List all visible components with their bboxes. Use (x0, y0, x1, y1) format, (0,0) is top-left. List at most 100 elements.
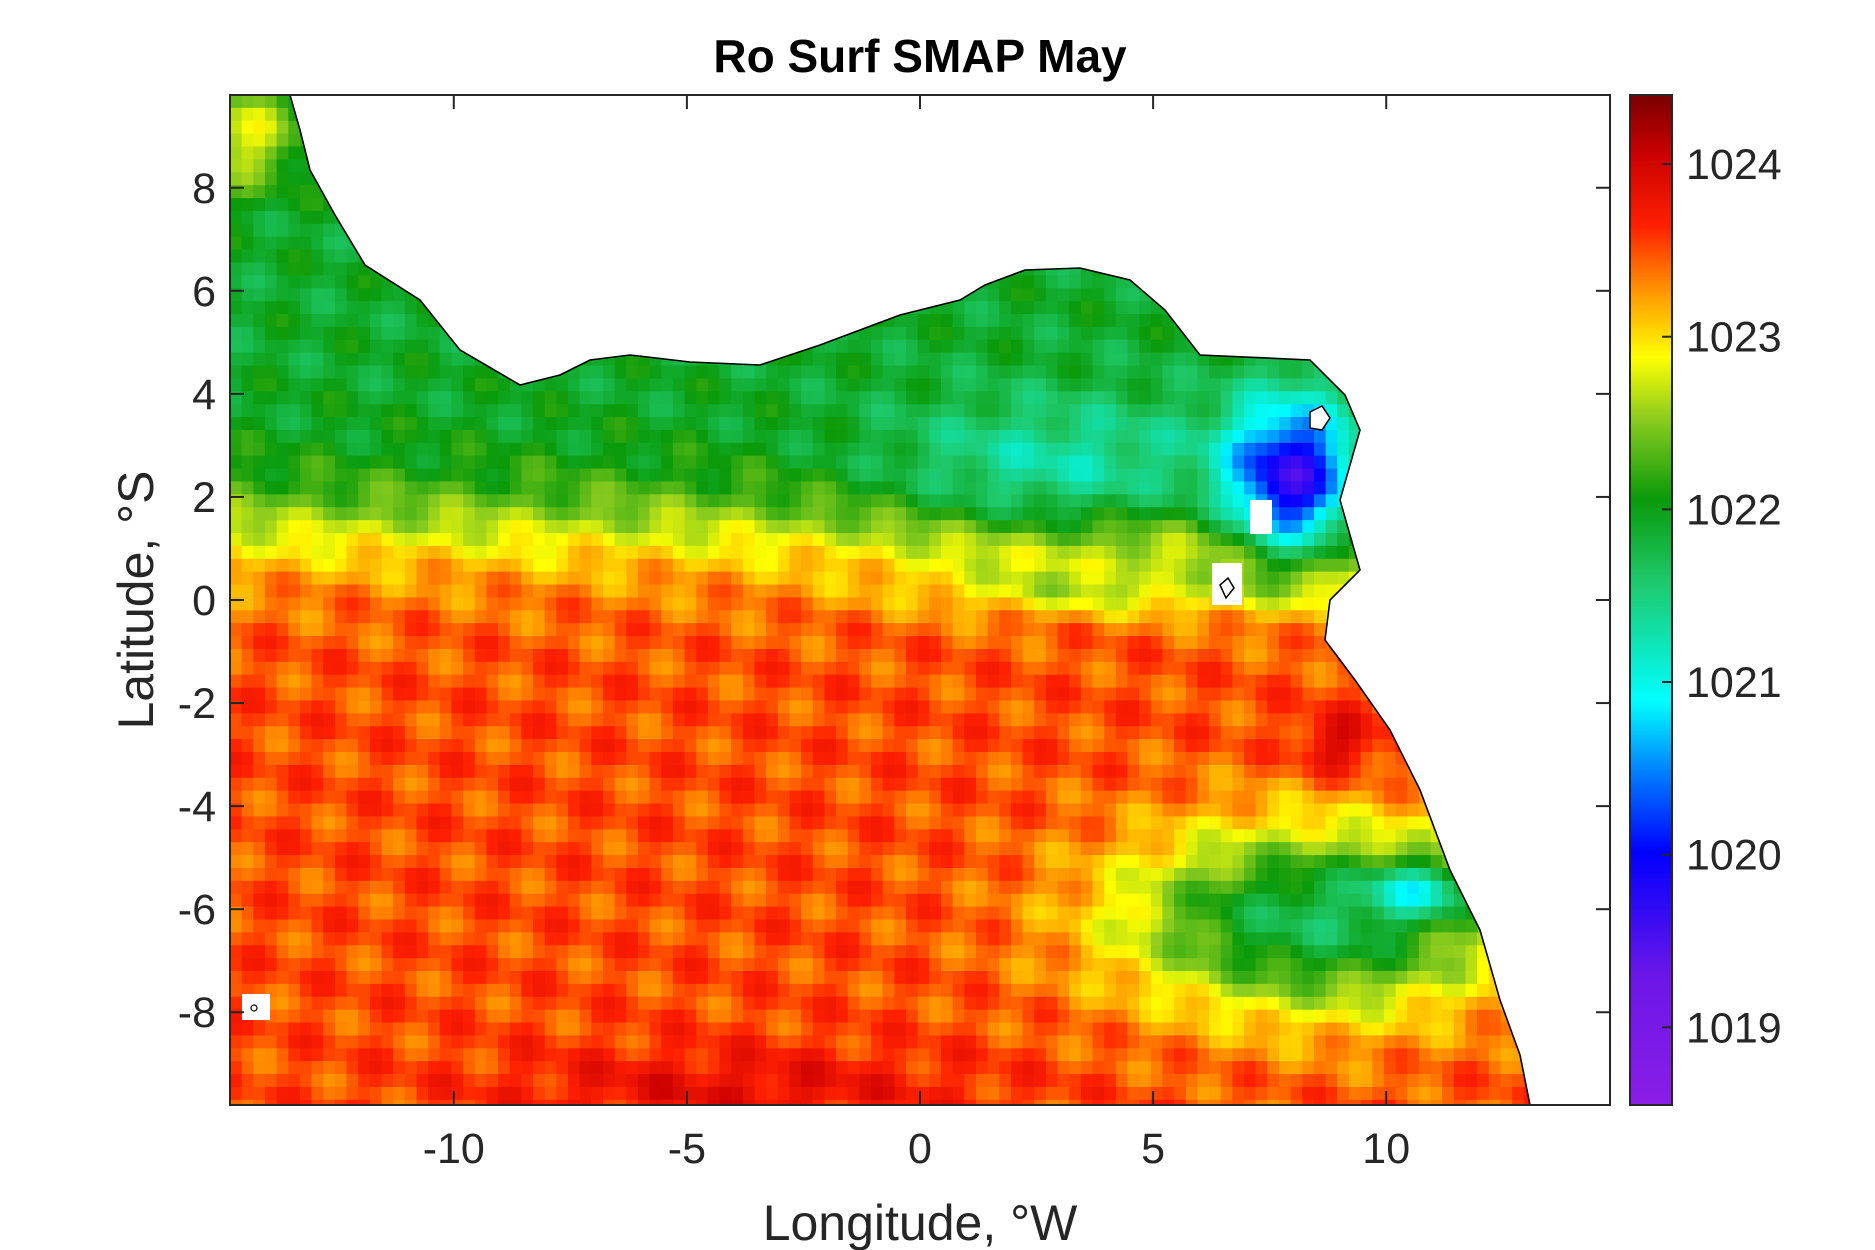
heatmap-cell (1104, 597, 1117, 611)
heatmap-cell (1313, 520, 1327, 534)
heatmap-cell (299, 507, 313, 521)
heatmap-cell (975, 623, 989, 637)
heatmap-cell (1010, 288, 1024, 302)
heatmap-cell (731, 429, 744, 444)
heatmap-cell (404, 429, 418, 444)
heatmap-cell (323, 288, 336, 302)
heatmap-cell (766, 455, 779, 470)
heatmap-cell (661, 571, 674, 586)
heatmap-cell (987, 429, 1000, 444)
heatmap-cell (521, 417, 534, 431)
heatmap-cell (241, 520, 254, 534)
heatmap-cell (346, 262, 359, 276)
heatmap-cell (906, 558, 919, 573)
heatmap-cell (404, 520, 418, 534)
heatmap-cell (614, 597, 627, 611)
heatmap-cell (416, 365, 429, 380)
heatmap-cell (439, 404, 453, 418)
heatmap-cell (1069, 365, 1082, 380)
heatmap-cell (1162, 429, 1175, 444)
heatmap-cell (906, 494, 919, 508)
heatmap-cell (929, 417, 942, 431)
heatmap-cell (556, 597, 569, 611)
heatmap-cell (404, 442, 418, 457)
heatmap-cell (742, 558, 756, 573)
heatmap-cell (929, 391, 942, 405)
heatmap-cell (964, 365, 977, 380)
heatmap-cell (719, 623, 732, 637)
heatmap-cell (812, 365, 826, 380)
heatmap-cell (323, 404, 336, 418)
heatmap-cell (358, 584, 371, 599)
heatmap-cell (393, 417, 406, 431)
heatmap-cell (288, 378, 301, 392)
heatmap-cell (1313, 584, 1327, 599)
heatmap-cell (975, 494, 989, 508)
heatmap-cell (416, 417, 429, 431)
heatmap-cell (264, 378, 278, 392)
heatmap-cell (1150, 494, 1164, 508)
heatmap-cell (486, 610, 499, 624)
heatmap-cell (369, 571, 383, 586)
heatmap-cell (591, 571, 604, 586)
heatmap-cell (731, 584, 744, 599)
heatmap-cell (777, 378, 791, 392)
heatmap-cell (894, 378, 907, 392)
heatmap-cell (381, 326, 394, 341)
heatmap-cell (230, 442, 243, 457)
heatmap-cell (836, 520, 849, 534)
heatmap-cell (859, 326, 872, 341)
heatmap-cell (474, 545, 488, 560)
heatmap-cell (626, 417, 639, 431)
heatmap-cell (241, 481, 254, 495)
heatmap-cell (544, 404, 557, 418)
heatmap-cell (1290, 378, 1303, 392)
heatmap-cell (789, 417, 802, 431)
heatmap-cell (1104, 378, 1117, 392)
heatmap-cell (393, 584, 406, 599)
heatmap-cell (1022, 417, 1035, 431)
heatmap-cell (1244, 597, 1257, 611)
heatmap-cell (1220, 494, 1233, 508)
heatmap-cell (719, 558, 732, 573)
heatmap-cell (999, 339, 1012, 354)
heatmap-cell (731, 545, 744, 560)
heatmap-cell (719, 571, 732, 586)
heatmap-cell (824, 507, 837, 521)
heatmap-cell (241, 507, 254, 521)
heatmap-cell (474, 481, 488, 495)
heatmap-cell (1278, 481, 1292, 495)
heatmap-cell (742, 623, 756, 637)
heatmap-cell (1104, 571, 1117, 586)
heatmap-cell (428, 468, 441, 483)
heatmap-cell (882, 339, 895, 354)
heatmap-cell (1244, 391, 1257, 405)
heatmap-cell (742, 520, 756, 534)
heatmap-cell (369, 533, 383, 547)
heatmap-cell (486, 571, 499, 586)
heatmap-cell (847, 597, 860, 611)
heatmap-cell (241, 558, 254, 573)
heatmap-cell (474, 520, 488, 534)
heatmap-cell (568, 429, 581, 444)
heatmap-cell (999, 597, 1012, 611)
heatmap-cell (311, 223, 324, 238)
heatmap-cell (346, 455, 359, 470)
heatmap-cell (707, 455, 721, 470)
heatmap-cell (486, 507, 499, 521)
heatmap-cell (801, 584, 814, 599)
heatmap-cell (346, 288, 359, 302)
heatmap-cell (299, 236, 313, 251)
heatmap-cell (871, 339, 884, 354)
heatmap-cell (1185, 545, 1198, 560)
heatmap-cell (1092, 326, 1105, 341)
heatmap-cell (1127, 429, 1140, 444)
heatmap-cell (1080, 326, 1094, 341)
heatmap-cell (882, 494, 895, 508)
heatmap-cell (871, 404, 884, 418)
heatmap-cell (230, 223, 243, 238)
heatmap-cell (684, 623, 697, 637)
heatmap-cell (847, 339, 860, 354)
heatmap-cell (498, 584, 511, 599)
heatmap-cell (917, 507, 930, 521)
